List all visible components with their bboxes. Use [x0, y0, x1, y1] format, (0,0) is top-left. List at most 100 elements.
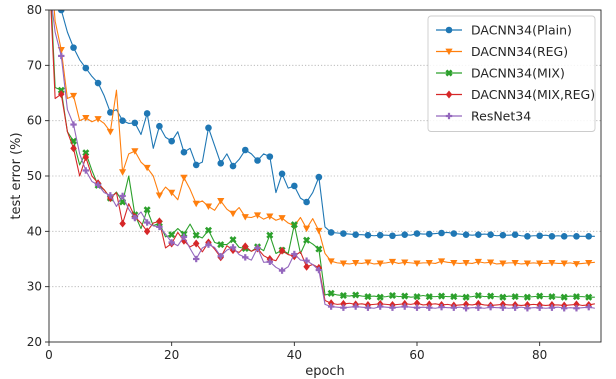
- point-2-68: [462, 293, 470, 301]
- point-2-16: [143, 206, 151, 214]
- point-4-18: [156, 223, 163, 231]
- point-4-84: [561, 305, 568, 312]
- point-3-16: [143, 227, 151, 236]
- point-1-16: [143, 164, 151, 172]
- point-1-58: [401, 259, 409, 266]
- point-1-28: [217, 198, 225, 205]
- point-0-24: [192, 161, 200, 169]
- point-2-88: [585, 293, 593, 301]
- point-1-60: [413, 260, 421, 268]
- point-4-36: [266, 258, 273, 265]
- point-0-22: [180, 148, 188, 156]
- y-tick-label-20: 20: [27, 335, 42, 349]
- point-0-30: [229, 162, 237, 170]
- point-2-76-stroke-b: [511, 293, 519, 301]
- point-3-46: [327, 299, 335, 308]
- point-0-82: [548, 233, 556, 240]
- point-2-46-stroke-b: [327, 289, 335, 297]
- point-4-26: [205, 241, 212, 248]
- point-0-72: [487, 231, 494, 238]
- point-2-30: [229, 236, 237, 244]
- point-0-4: [70, 44, 77, 51]
- legend-entry-0: DACNN34(Plain): [436, 23, 572, 38]
- point-4-28: [217, 253, 224, 260]
- series-0: [57, 10, 595, 240]
- point-1-4: [69, 92, 78, 100]
- point-2-16-stroke-b: [143, 206, 151, 214]
- point-2-26-stroke-b: [204, 226, 212, 234]
- point-4-12: [119, 192, 126, 200]
- point-1-22: [180, 174, 188, 182]
- gridlines: [49, 64, 601, 288]
- point-2-86-stroke-b: [572, 293, 580, 301]
- point-0-18: [156, 122, 163, 130]
- point-1-76: [511, 259, 519, 267]
- point-0-8: [94, 79, 102, 87]
- point-4-20: [168, 239, 175, 246]
- point-4-50: [352, 303, 359, 310]
- point-3-78: [524, 300, 531, 309]
- point-3-32: [242, 242, 249, 251]
- point-4-34: [254, 244, 261, 252]
- point-3-70: [475, 299, 482, 308]
- point-0-36: [266, 153, 274, 160]
- point-1-54: [376, 260, 384, 268]
- point-3-48: [340, 299, 347, 308]
- legend-marker-0: [445, 26, 453, 34]
- point-4-64: [438, 303, 445, 311]
- y-axis-label: test error (%): [9, 132, 24, 219]
- y-tick-label-70: 70: [27, 58, 42, 72]
- point-3-22: [180, 236, 188, 245]
- legend-marker-2: [445, 69, 453, 77]
- x-tick-label-0: 0: [45, 348, 53, 362]
- point-1-30: [229, 210, 237, 218]
- point-1-38: [278, 215, 286, 222]
- point-3-60: [413, 299, 421, 308]
- point-2-36-stroke-b: [266, 231, 274, 239]
- y-tick-label-80: 80: [27, 3, 42, 17]
- point-0-12: [119, 117, 126, 124]
- point-2-56: [388, 292, 396, 300]
- point-2-44-stroke-b: [315, 245, 323, 253]
- point-2-48: [339, 292, 347, 300]
- point-4-38: [278, 267, 286, 274]
- point-0-64: [438, 229, 445, 237]
- point-3-86: [573, 300, 580, 309]
- point-0-20: [168, 137, 175, 145]
- point-1-52: [364, 259, 372, 266]
- point-2-36: [266, 231, 274, 239]
- point-2-42: [303, 236, 311, 244]
- point-0-62: [425, 230, 433, 238]
- point-3-12: [119, 219, 126, 228]
- point-2-20-stroke-b: [168, 231, 176, 239]
- legend-marker-1: [445, 48, 453, 56]
- point-4-66: [450, 304, 457, 311]
- point-0-88: [585, 233, 593, 240]
- point-1-62: [425, 259, 433, 267]
- point-0-66: [450, 230, 458, 237]
- point-0-76: [511, 231, 519, 238]
- point-2-84: [560, 293, 568, 301]
- point-0-60: [413, 230, 421, 237]
- point-0-48: [340, 230, 347, 237]
- point-2-84-stroke-b: [560, 293, 568, 301]
- point-1-64: [437, 258, 446, 265]
- point-0-42: [303, 198, 310, 206]
- point-4-54: [377, 303, 384, 310]
- point-1-84: [560, 260, 568, 268]
- point-2-70-stroke-b: [474, 292, 482, 300]
- point-2-88-stroke-b: [585, 293, 593, 301]
- legend-label-1: DACNN34(REG): [471, 44, 568, 59]
- point-2-24: [192, 231, 200, 239]
- point-1-48: [339, 260, 347, 268]
- point-0-10: [107, 109, 114, 116]
- point-1-34: [253, 212, 262, 219]
- point-4-60: [413, 304, 421, 311]
- legend-marker-3: [445, 90, 453, 99]
- point-0-14: [131, 119, 139, 127]
- point-2-50-stroke-b: [352, 291, 360, 299]
- x-tick-label-20: 20: [164, 348, 179, 362]
- point-4-46: [327, 303, 335, 310]
- x-tick-label-60: 60: [409, 348, 424, 362]
